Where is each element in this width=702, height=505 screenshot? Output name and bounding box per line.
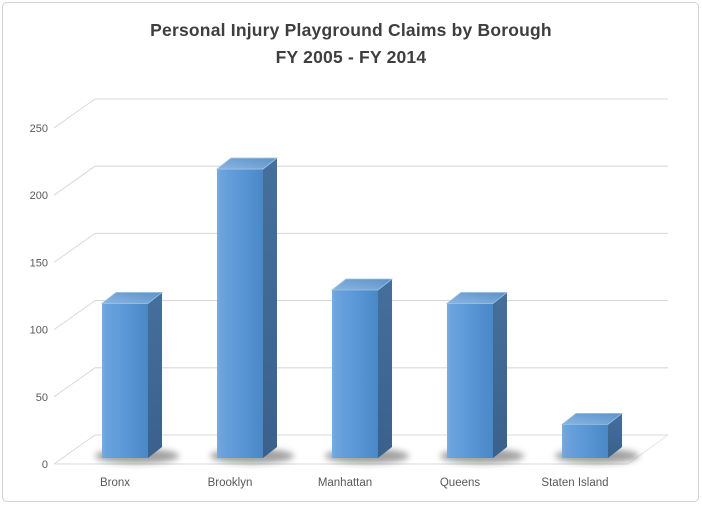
category-label-brooklyn: Brooklyn <box>208 477 253 489</box>
axis-tick-connector-200 <box>53 165 96 196</box>
chart-title-line1: Personal Injury Playground Claims by Bor… <box>150 20 552 40</box>
bar-staten-island <box>560 412 624 458</box>
y-tick-label-200: 200 <box>30 190 48 202</box>
bar-front-bronx <box>102 303 148 458</box>
axis-tick-connector-150 <box>53 232 96 263</box>
axis-tick-connector-50 <box>53 367 96 398</box>
bar-top-bronx <box>100 292 164 304</box>
y-tick-label-100: 100 <box>30 325 48 337</box>
chart-title: Personal Injury Playground Claims by Bor… <box>0 17 702 71</box>
bar-layer <box>95 157 639 464</box>
y-tick-label-0: 0 <box>42 459 48 471</box>
axis-label-layer: 0 50 100 150 200 250 Bronx Brooklyn Manhattan Que… <box>30 123 609 489</box>
bar-front-manhattan <box>332 290 378 458</box>
axis-tick-connector-250 <box>53 98 96 129</box>
y-tick-label-250: 250 <box>30 123 48 135</box>
bar-side-queens <box>493 292 507 458</box>
category-label-staten-island: Staten Island <box>541 477 608 489</box>
bar-front-queens <box>447 303 493 458</box>
category-label-queens: Queens <box>440 477 481 489</box>
bar-side-manhattan <box>378 279 392 458</box>
bar-top-brooklyn <box>215 157 279 170</box>
bar-top-manhattan <box>330 278 394 291</box>
category-label-bronx: Bronx <box>100 477 130 489</box>
y-tick-label-50: 50 <box>36 392 48 404</box>
floor-right-edge <box>627 434 669 465</box>
bar-top-staten-island <box>560 412 624 425</box>
axis-tick-connector-0 <box>53 434 96 465</box>
y-tick-label-150: 150 <box>30 257 48 269</box>
bar-manhattan <box>330 278 394 458</box>
bar-side-brooklyn <box>263 158 277 459</box>
bar-brooklyn <box>215 157 279 459</box>
axis-tick-connector-100 <box>53 300 96 331</box>
bar-front-staten-island <box>562 424 608 458</box>
bar-side-bronx <box>148 292 162 458</box>
bar-queens <box>445 292 509 458</box>
category-label-manhattan: Manhattan <box>318 477 372 489</box>
bar-front-brooklyn <box>217 169 263 459</box>
chart-title-line2: FY 2005 - FY 2014 <box>275 47 427 67</box>
bar-side-staten-island <box>608 413 622 458</box>
bar-bronx <box>100 292 164 458</box>
bar-top-queens <box>445 292 509 304</box>
